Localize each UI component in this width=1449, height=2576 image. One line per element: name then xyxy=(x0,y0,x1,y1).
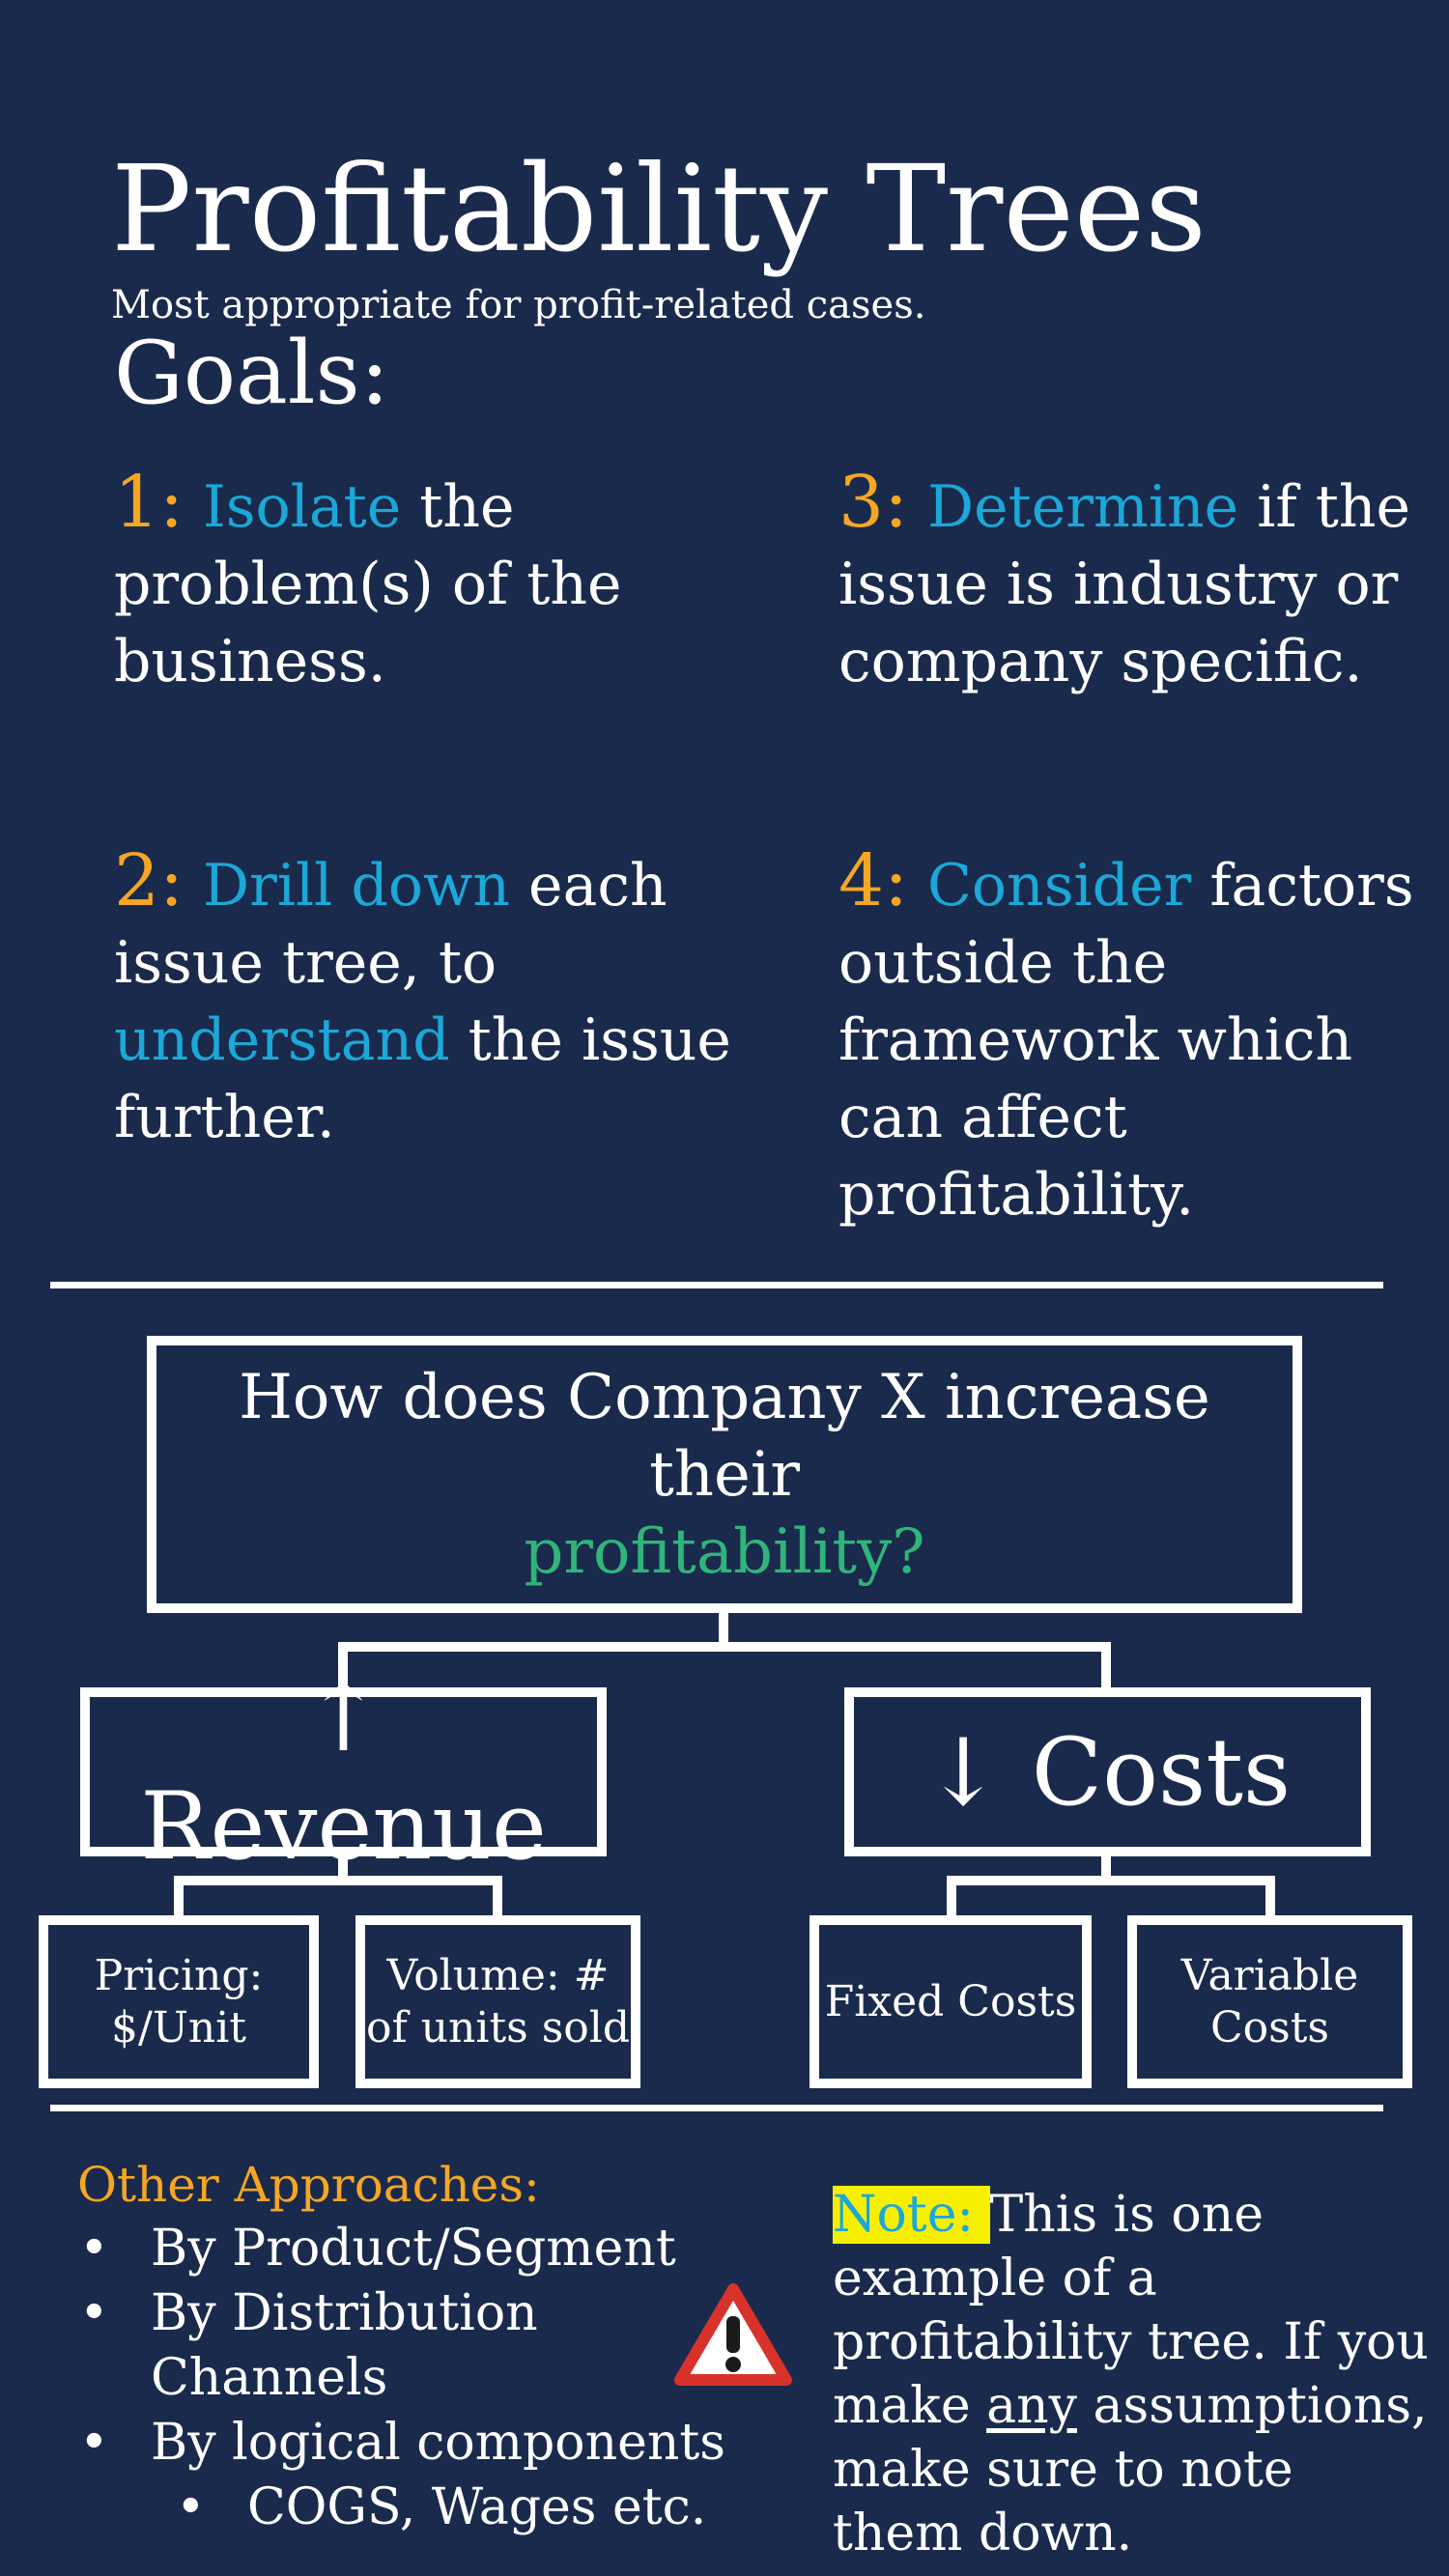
volume-box: Volume: # of units sold xyxy=(355,1915,640,2088)
connector xyxy=(1101,1856,1111,1882)
connector xyxy=(947,1876,956,1915)
question-highlight: profitability? xyxy=(524,1515,925,1588)
connector xyxy=(1265,1876,1275,1915)
costs-label: ↓ Costs xyxy=(923,1717,1292,1826)
connector xyxy=(947,1876,1275,1885)
costs-box: ↓ Costs xyxy=(844,1687,1371,1856)
sub-list-item: COGS, Wages etc. xyxy=(77,2476,734,2540)
goal-text: each issue tree, to xyxy=(114,852,668,997)
goals-heading: Goals: xyxy=(114,323,390,424)
goal-1: 1: Isolate the problem(s) of the business… xyxy=(114,464,732,700)
list-item: By Product/Segment xyxy=(77,2217,734,2281)
page-subtitle: Most appropriate for profit-related case… xyxy=(111,283,926,327)
note-text: assumptions, make sure to note them down… xyxy=(833,2377,1428,2562)
connector xyxy=(338,1642,1111,1652)
goal-number: 3: xyxy=(838,461,909,544)
other-approaches-list: By Product/Segment By Distribution Chann… xyxy=(77,2217,734,2540)
divider-bottom xyxy=(50,2105,1383,2111)
goal-keyword: understand xyxy=(114,1006,450,1074)
connector xyxy=(1101,1642,1111,1687)
variable-costs-label: Variable Costs xyxy=(1180,1950,1359,2052)
fixed-costs-label: Fixed Costs xyxy=(824,1976,1077,2026)
goal-keyword: Isolate xyxy=(203,473,402,541)
pricing-label: Pricing: $/Unit xyxy=(94,1950,264,2052)
other-approaches-heading: Other Approaches: xyxy=(77,2157,540,2213)
variable-costs-box: Variable Costs xyxy=(1127,1915,1412,2088)
pricing-box: Pricing: $/Unit xyxy=(39,1915,319,2088)
goal-text: factors outside the framework which can … xyxy=(838,852,1414,1229)
goal-keyword: Consider xyxy=(927,852,1192,920)
connector xyxy=(338,1642,348,1687)
goal-2: 2: Drill down each issue tree, to underst… xyxy=(114,842,732,1156)
revenue-box: ↑ Revenue xyxy=(80,1664,607,1881)
goal-3: 3: Determine if the issue is industry or … xyxy=(838,464,1449,700)
goal-4: 4: Consider factors outside the framework… xyxy=(838,842,1449,1233)
goal-number: 1: xyxy=(114,461,185,544)
goal-text: the issue further. xyxy=(114,1006,731,1151)
goal-text: the problem(s) of the business. xyxy=(114,473,622,695)
list-item: By Distribution Channels xyxy=(77,2281,734,2411)
divider-top xyxy=(50,1282,1383,1288)
connector xyxy=(719,1613,728,1648)
goal-number: 4: xyxy=(838,839,909,922)
goal-keyword: Determine xyxy=(927,473,1239,541)
connector xyxy=(493,1876,502,1915)
list-item: By logical components xyxy=(77,2411,734,2476)
question-text: How does Company X increase their xyxy=(239,1361,1210,1511)
goal-text: if the issue is industry or company spec… xyxy=(838,473,1410,695)
connector xyxy=(338,1856,348,1882)
note-text: This is one example of a profitability t… xyxy=(833,2186,1429,2435)
page-title: Profitability Trees xyxy=(111,140,1207,279)
goal-keyword: Drill down xyxy=(203,852,510,920)
note-block: Note: This is one example of a profitabi… xyxy=(833,2183,1432,2565)
fixed-costs-box: Fixed Costs xyxy=(810,1915,1092,2088)
volume-label: Volume: # of units sold xyxy=(365,1950,631,2052)
note-emphasis: any xyxy=(986,2377,1077,2435)
note-label: Note: xyxy=(833,2186,990,2244)
connector xyxy=(174,1876,184,1915)
question-box: How does Company X increase their profit… xyxy=(147,1336,1302,1613)
warning-triangle-icon xyxy=(674,2283,792,2388)
revenue-label: ↑ Revenue xyxy=(140,1663,547,1881)
goal-number: 2: xyxy=(114,839,185,922)
connector xyxy=(174,1876,502,1885)
